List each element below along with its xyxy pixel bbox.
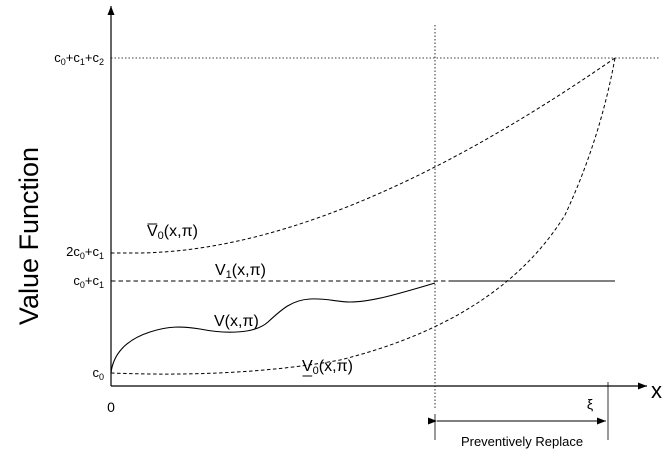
v-under-0-label-part: V — [302, 358, 313, 375]
y-tick-c0-part: 0 — [99, 372, 104, 382]
v-bar-0-label-part: V — [147, 223, 158, 240]
y-tick-2c0-c1: 2c0+c1 — [66, 244, 104, 261]
y-tick-c0-c1-c2-part: c — [54, 50, 61, 65]
v-1-label: V1(x,π) — [215, 262, 266, 281]
y-tick-c0-c1-c2-part: 1 — [80, 57, 85, 67]
v-under-0-label-part: 0 — [313, 365, 319, 377]
x-axis-symbol: x — [651, 378, 662, 403]
y-tick-c0-c1-c2-part: +c — [85, 50, 100, 65]
y-tick-c0-c1-part: 0 — [80, 280, 85, 290]
y-tick-2c0-c1-part: +c — [85, 244, 100, 259]
y-tick-2c0-c1-part: 2c — [66, 244, 80, 259]
y-tick-c0-c1-part: +c — [85, 273, 100, 288]
v-bar-0-label: V0(x,π) — [147, 223, 198, 242]
y-tick-c0-c1-c2-part: 0 — [61, 57, 66, 67]
y-axis-title: Value Function — [14, 147, 44, 325]
v-under-0-curve — [110, 57, 616, 375]
y-tick-c0-c1: c0+c1 — [73, 273, 104, 290]
preventive-replace-label: Preventively Replace — [461, 434, 583, 449]
v-bar-0-label-part: 0 — [158, 230, 164, 242]
v-label: V(x,π) — [214, 313, 259, 330]
v-1-label-part: 1 — [226, 269, 232, 281]
v-label-part: V(x,π) — [214, 313, 259, 330]
y-tick-c0-c1-c2-part: 2 — [99, 57, 104, 67]
y-tick-c0-c1-c2-part: +c — [66, 50, 81, 65]
v-under-0-label-part: (x,π) — [319, 358, 353, 375]
y-tick-c0-c1-part: 1 — [99, 280, 104, 290]
y-tick-c0-c1-c2: c0+c1+c2 — [54, 50, 104, 67]
v-1-label-part: (x,π) — [232, 262, 266, 279]
v-under-0-label: V0(x,π) — [302, 358, 353, 377]
y-tick-2c0-c1-part: 1 — [99, 251, 104, 261]
y-tick-c0: c0 — [92, 365, 104, 382]
v-bar-0-curve — [111, 57, 616, 254]
origin-label: 0 — [107, 399, 115, 415]
y-tick-2c0-c1-part: 0 — [80, 251, 85, 261]
v-1-label-part: V — [215, 262, 226, 279]
xi-label: ξ — [587, 396, 593, 412]
y-tick-c0-c1-part: c — [73, 273, 80, 288]
v-bar-0-label-part: (x,π) — [164, 223, 198, 240]
y-tick-c0-part: c — [92, 365, 99, 380]
v-curve — [110, 282, 436, 374]
